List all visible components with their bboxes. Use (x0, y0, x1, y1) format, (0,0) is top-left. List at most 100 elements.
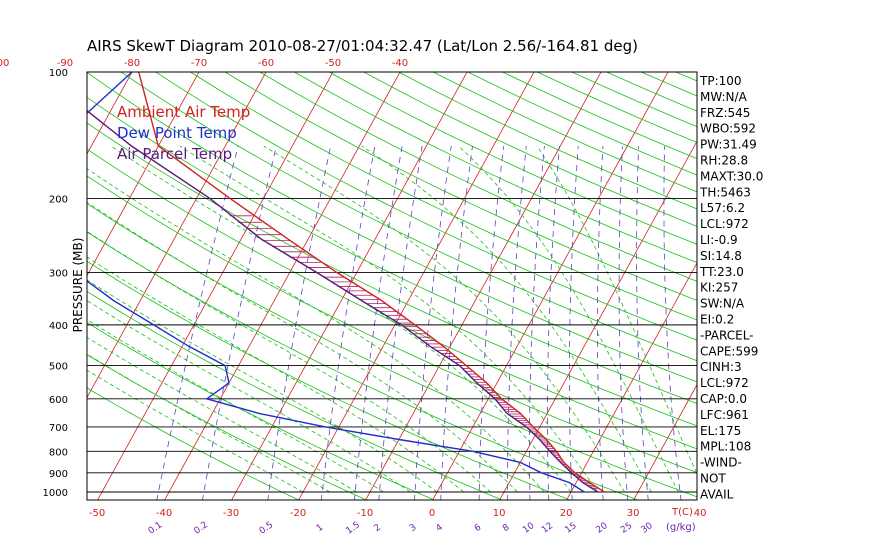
profile-lines (87, 72, 605, 493)
dry-adiabat-line (328, 72, 697, 245)
top-temp-tick-label: -80 (124, 58, 140, 69)
moist-adiabat-line (179, 145, 599, 493)
mixing-ratio-unit: (g/kg) (666, 522, 696, 533)
moist-adiabat-line (110, 145, 572, 493)
top-temp-tick-label: -60 (258, 58, 274, 69)
pressure-tick-label: 600 (49, 395, 68, 406)
index-entry: WBO:592 (700, 122, 756, 136)
mixing-ratio-line (267, 145, 332, 500)
dry-adiabat-line (155, 72, 697, 341)
mixing-ratio-tick-label: 1.5 (345, 520, 362, 536)
dry-adiabat-line (87, 203, 697, 498)
pressure-tick-label: 1000 (43, 488, 68, 499)
mixing-ratio-line (354, 145, 403, 500)
isotherm-line (767, 53, 870, 501)
dry-adiabat-line (120, 72, 697, 362)
bottom-temp-tick-label: -10 (357, 508, 373, 519)
index-entry: MAXT:30.0 (700, 169, 763, 183)
dry-adiabat-line (502, 72, 697, 159)
mixing-ratio-line (506, 145, 527, 500)
mixing-ratio-tick-label: 6 (473, 522, 484, 534)
top-temp-tick-label: -90 (57, 58, 73, 69)
dry-adiabat-line (745, 72, 870, 501)
dry-adiabat-line (398, 72, 697, 210)
moist-adiabat-line (87, 336, 357, 493)
pressure-tick-label: 700 (49, 423, 68, 434)
mixing-ratio-tick-label: 30 (640, 521, 655, 536)
bottom-temp-ticks: -50 -40 -30 -20 -10 0 10 20 30 40 (89, 508, 707, 519)
isotherm-line (365, 72, 602, 500)
isotherm-line (633, 383, 697, 500)
sounding-indices: TP:100 MW:N/A FRZ:545 WBO:592 PW:31.49 RH:28.… (699, 74, 763, 501)
moist-adiabat-line (87, 168, 545, 493)
top-temp-ticks: -120-110-100-90-80-70-60-50-40 (0, 58, 408, 69)
index-entry: TT:23.0 (699, 265, 744, 279)
legend-entry: Air Parcel Temp (117, 145, 232, 163)
dry-adiabat-line (87, 260, 572, 500)
mixing-ratio-tick-label: 0.1 (147, 520, 164, 536)
moist-adiabat-line (458, 145, 679, 493)
mixing-ratio-tick-label: 4 (434, 522, 445, 534)
moist-adiabat-line (263, 145, 625, 493)
dry-adiabat-line (87, 122, 697, 427)
dry-adiabat-line (87, 322, 436, 500)
moist-adiabat-line (536, 145, 697, 476)
dry-adiabat-line (87, 148, 697, 450)
top-temp-tick-label: -100 (0, 58, 9, 69)
mixing-ratio-line (529, 145, 545, 500)
pressure-tick-label: 400 (49, 321, 68, 332)
series-line (138, 72, 605, 493)
index-entry: EL:175 (700, 424, 741, 438)
bottom-temp-tick-label: 20 (560, 508, 573, 519)
isotherm-line (432, 72, 669, 500)
top-temp-tick-label: -70 (191, 58, 207, 69)
isotherm-line (0, 53, 9, 501)
dry-adiabat-line (641, 72, 697, 97)
index-entry: LCL:972 (700, 217, 749, 231)
dry-adiabat-line (780, 72, 870, 501)
pressure-tick-label: 100 (49, 68, 68, 79)
moist-adiabat-line (87, 256, 465, 493)
moist-adiabat-line (87, 369, 304, 493)
bottom-temp-tick-label: 40 (694, 508, 707, 519)
dry-adiabat-line (224, 72, 697, 301)
moist-adiabat-line (87, 279, 438, 493)
pressure-tick-label: 200 (49, 194, 68, 205)
isotherm-line (231, 72, 468, 500)
isotherm-line (87, 72, 133, 155)
index-entry: KI:257 (700, 281, 738, 295)
y-axis-label: PRESSURE (MB) (71, 238, 85, 333)
chart-title: AIRS SkewT Diagram 2010-08-27/01:04:32.4… (87, 37, 638, 55)
bottom-temp-tick-label: 10 (493, 508, 506, 519)
mixing-ratio-tick-label: 25 (619, 521, 634, 536)
index-entry: RH:28.8 (700, 154, 748, 168)
mixing-ratio-tick-label: 3 (408, 523, 418, 534)
bottom-temp-tick-label: -20 (290, 508, 306, 519)
series-line (87, 109, 599, 493)
index-entry: MPL:108 (700, 440, 751, 454)
plot-frame (86, 71, 698, 501)
mixing-ratio-tick-label: 10 (521, 521, 536, 536)
isotherm-line (164, 72, 401, 500)
mixing-ratio-tick-label: 20 (595, 521, 610, 536)
bottom-temp-tick-label: 30 (627, 508, 640, 519)
isotherm-line (298, 72, 535, 500)
index-entry: AVAIL (700, 487, 734, 501)
isotherm-line (566, 262, 697, 500)
bottom-temp-tick-label: -40 (156, 508, 172, 519)
dry-adiabat-line (87, 72, 697, 383)
dry-adiabat-line (87, 387, 300, 500)
mixing-ratio-line (320, 145, 376, 500)
moist-adiabat-line (87, 230, 491, 493)
moist-adiabat-line (87, 353, 330, 493)
mixing-ratio-tick-label: 1 (315, 523, 325, 534)
series-line (87, 72, 585, 493)
mixing-ratio-tick-label: 0.5 (258, 520, 275, 536)
index-entry: CINH:3 (700, 360, 742, 374)
dry-adiabat-line (87, 96, 697, 405)
legend-entry: Ambient Air Temp (117, 103, 250, 121)
pressure-tick-label: 800 (49, 447, 68, 458)
mixing-ratio-tick-label: 15 (564, 521, 579, 536)
bottom-temp-unit: T(C) (671, 507, 693, 518)
